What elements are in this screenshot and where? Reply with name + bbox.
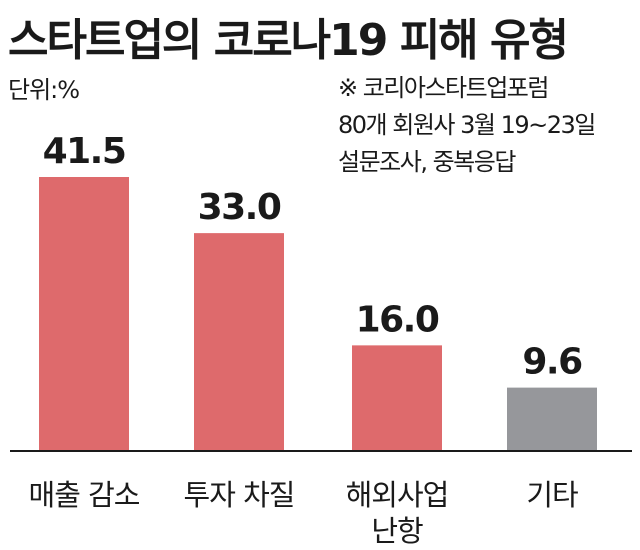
- category-label: 기타: [526, 478, 578, 512]
- bar-value-label: 9.6: [522, 342, 582, 383]
- bar-value-label: 33.0: [198, 187, 281, 228]
- category-label: 매출 감소: [29, 478, 140, 512]
- bar: [352, 345, 442, 451]
- bar: [507, 387, 597, 451]
- bar-value-label: 41.5: [43, 131, 126, 172]
- chart-title: 스타트업의 코로나19 피해 유형: [8, 15, 569, 66]
- source-note-line: 설문조사, 중복응답: [338, 148, 516, 176]
- source-note-line: ※ 코리아스타트업포럼: [338, 74, 549, 102]
- category-label: 해외사업: [346, 478, 449, 512]
- category-label: 투자 차질: [184, 478, 295, 512]
- source-note-line: 80개 회원사 3월 19~23일: [338, 111, 596, 139]
- bar: [39, 177, 129, 451]
- unit-label: 단위:%: [8, 76, 80, 104]
- category-label: 난항: [371, 514, 423, 548]
- bar: [194, 233, 284, 451]
- bar-value-label: 16.0: [356, 299, 439, 340]
- source-note: ※ 코리아스타트업포럼 80개 회원사 3월 19~23일 설문조사, 중복응답: [338, 70, 596, 181]
